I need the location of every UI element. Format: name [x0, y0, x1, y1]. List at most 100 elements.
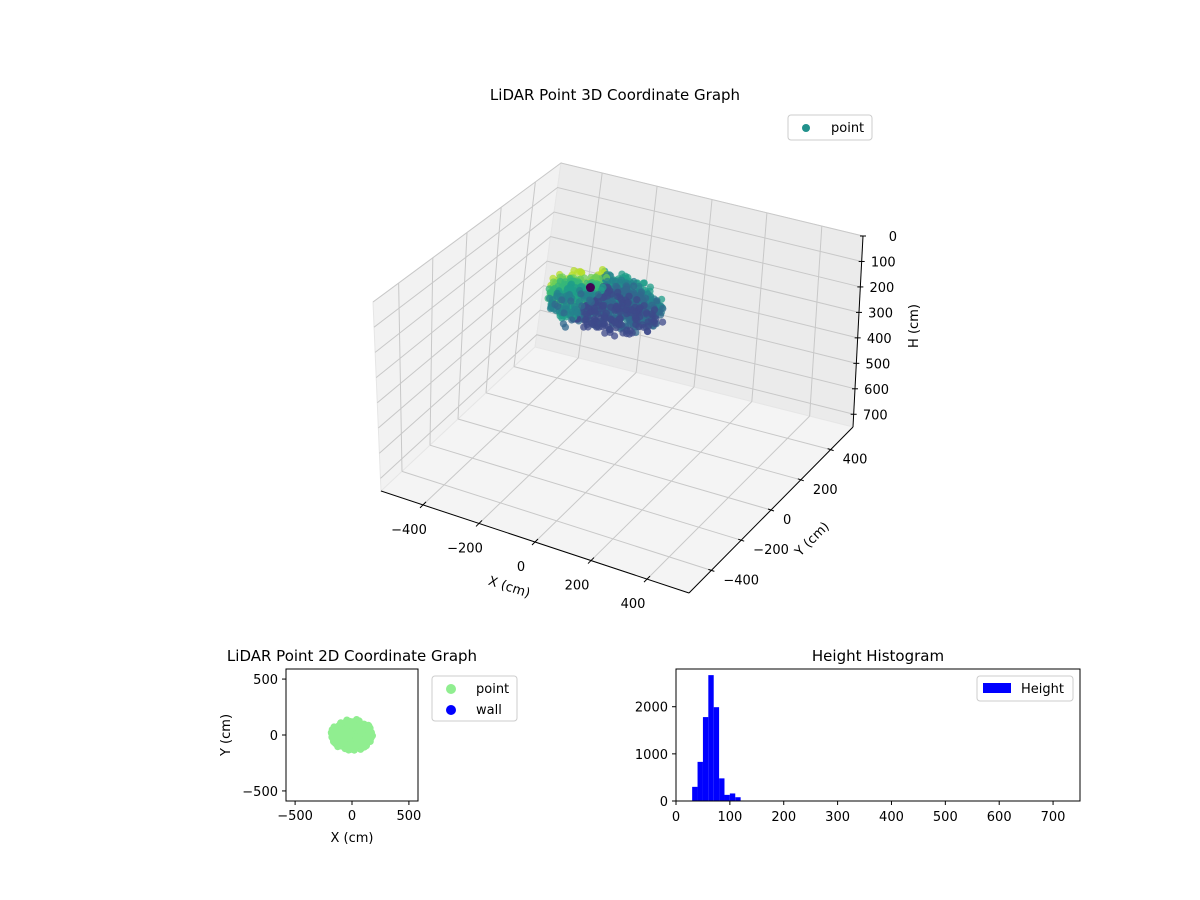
- point-2d: [349, 742, 358, 750]
- point-3d: [581, 316, 589, 324]
- histogram-bar: [719, 778, 725, 802]
- point-3d: [641, 294, 650, 302]
- point-2d: [354, 722, 362, 730]
- y-axis-label: Y (cm): [792, 519, 833, 560]
- x-tick-label-2d: −500: [277, 809, 313, 824]
- point-3d: [578, 302, 586, 310]
- histogram-title: Height Histogram: [812, 647, 944, 665]
- z-tick-label: 200: [870, 281, 895, 296]
- point-3d: [630, 282, 638, 290]
- legend-3d-marker-point: [802, 124, 810, 132]
- point-3d: [635, 282, 643, 290]
- chart-2d: LiDAR Point 2D Coordinate Graph −500 0 500…: [219, 647, 518, 846]
- point-3d: [633, 296, 641, 304]
- hist-x-tick-label: 500: [933, 810, 958, 825]
- point-3d: [623, 299, 631, 307]
- grid-x-back: [809, 226, 823, 417]
- hist-y-tick-label: 2000: [635, 701, 668, 716]
- y-tick-mark: [708, 568, 715, 572]
- histogram-bar: [702, 717, 709, 801]
- y-tick-label: 200: [813, 483, 838, 498]
- x-tick-mark: [475, 520, 483, 527]
- z-axis-line: [852, 235, 864, 428]
- y-tick-mark: [738, 538, 745, 542]
- point-3d: [577, 290, 585, 298]
- ticks-2d: −500 0 500 −500 0 500: [242, 673, 421, 824]
- histogram-bar: [713, 707, 720, 801]
- chart-2d-title: LiDAR Point 2D Coordinate Graph: [227, 647, 477, 665]
- histogram-axes-frame: [675, 668, 1081, 802]
- histogram-bar: [697, 761, 703, 802]
- z-tick-label: 500: [866, 357, 891, 372]
- point-3d: [586, 296, 594, 304]
- x-tick-mark: [419, 501, 427, 509]
- legend-2d-label-point: point: [476, 682, 509, 697]
- point-3d: [606, 315, 614, 323]
- chart-2d-ylabel: Y (cm): [219, 714, 234, 757]
- legend-hist-marker-height: [983, 683, 1011, 693]
- point-3d: [625, 292, 633, 300]
- grid-y-floor: [401, 470, 712, 571]
- y-tick-mark: [797, 478, 804, 482]
- grid-y-floor: [513, 366, 831, 451]
- hist-x-tick-label: 300: [825, 810, 850, 825]
- point-3d: [631, 315, 639, 323]
- point-3d: [644, 322, 653, 330]
- y-tick-label-2d: −500: [242, 785, 278, 800]
- point-3d: [591, 309, 599, 317]
- grid-z: [372, 162, 864, 303]
- grid-y-left: [513, 181, 536, 367]
- hist-y-tick-label: 0: [660, 795, 668, 810]
- point-3d: [567, 297, 575, 305]
- hist-x-tick-label: 700: [1041, 810, 1066, 825]
- y-tick-mark: [767, 508, 775, 512]
- x-tick-mark: [587, 557, 595, 564]
- histogram-bar: [724, 794, 730, 802]
- hist-y-tick-label: 1000: [635, 748, 668, 763]
- hist-x-tick-label: 100: [717, 810, 742, 825]
- point-3d: [568, 316, 576, 324]
- point-3d: [565, 291, 573, 299]
- point-cloud-2d: [327, 716, 376, 754]
- point-3d: [604, 324, 613, 332]
- x-axis-label: X (cm): [486, 574, 532, 602]
- point-3d: [619, 288, 627, 296]
- legend-2d-label-wall: wall: [476, 703, 502, 718]
- grid-z: [380, 334, 854, 479]
- legend-3d-label-point: point: [831, 121, 864, 136]
- grid-z: [375, 236, 860, 378]
- grid-z: [378, 285, 857, 429]
- x-tick-label-2d: 500: [396, 809, 421, 824]
- point-3d: [643, 310, 651, 318]
- point-3d: [644, 327, 652, 336]
- histogram-ticks: 0 100 200 300 400 500 600 700 0 1000 2000: [635, 701, 1066, 825]
- point-3d: [623, 330, 631, 338]
- x-tick-label: 0: [517, 560, 525, 575]
- point-3d: [580, 323, 588, 331]
- point-3d: [560, 309, 568, 317]
- point-3d-highlight: [585, 283, 595, 293]
- point-2d: [328, 729, 336, 737]
- grid-y-left: [429, 257, 434, 446]
- grid-y-left: [485, 207, 502, 393]
- chart-2d-xlabel: X (cm): [331, 831, 374, 846]
- point-3d: [638, 321, 646, 329]
- y-tick-label-2d: 0: [270, 729, 278, 744]
- point-3d: [558, 296, 566, 304]
- legend-3d-box: [787, 114, 873, 141]
- y-tick-label: 0: [783, 513, 791, 528]
- ticks-3d: −400 −200 0 200 400 −400 −200 0 200 400 0 100 200 300…: [391, 230, 897, 612]
- z-tick-label: 300: [868, 306, 893, 321]
- point-3d: [622, 305, 630, 313]
- legend-2d: point wall: [431, 675, 518, 722]
- x-tick-mark: [531, 538, 539, 546]
- histogram-bar: [729, 793, 736, 801]
- point-3d: [601, 313, 609, 322]
- point-3d: [613, 303, 621, 311]
- z-axis-label: H (cm): [907, 304, 922, 348]
- grid-x-back: [693, 199, 713, 388]
- point-3d: [561, 323, 570, 331]
- point-3d: [653, 297, 661, 305]
- z-tick-label: 100: [871, 255, 896, 270]
